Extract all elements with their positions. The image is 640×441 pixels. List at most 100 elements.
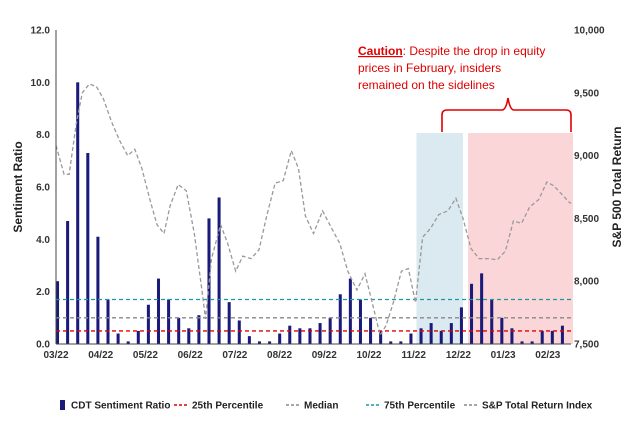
legend-label: S&P Total Return Index xyxy=(482,401,593,412)
sentiment-bar xyxy=(389,341,393,344)
sentiment-bar xyxy=(308,328,312,344)
sentiment-bar xyxy=(429,323,433,344)
left-tick-label: 12.0 xyxy=(31,26,51,37)
sentiment-bar xyxy=(136,330,140,344)
sentiment-bar xyxy=(298,328,302,344)
left-tick-label: 0.0 xyxy=(36,340,50,351)
sentiment-bar xyxy=(379,330,383,344)
x-tick-label: 10/22 xyxy=(356,350,381,361)
legend-label: 75th Percentile xyxy=(384,401,456,412)
sentiment-bar xyxy=(338,294,342,344)
sentiment-bar xyxy=(510,328,514,344)
sentiment-bar xyxy=(480,273,484,344)
right-tick-label: 9,500 xyxy=(574,88,599,99)
left-tick-label: 8.0 xyxy=(36,130,50,141)
sentiment-bar xyxy=(116,333,120,344)
x-tick-label: 12/22 xyxy=(446,350,471,361)
sentiment-bar xyxy=(530,341,534,344)
sentiment-bar xyxy=(490,299,494,344)
x-axis-ticks: 03/22 04/22 05/22 06/22 07/22 08/22 09/22 10/22… xyxy=(43,350,560,361)
annotation-brace xyxy=(441,97,572,132)
sentiment-bar xyxy=(278,333,282,344)
sentiment-bar xyxy=(399,341,403,344)
x-tick-label: 01/23 xyxy=(491,350,516,361)
sentiment-bar xyxy=(217,197,221,344)
shaded-regions xyxy=(416,133,574,344)
sentiment-bar xyxy=(66,221,70,344)
x-tick-label: 03/22 xyxy=(43,350,68,361)
sentiment-bar xyxy=(156,278,161,344)
sentiment-bar xyxy=(237,320,241,344)
shaded-region-1 xyxy=(416,133,463,344)
legend-swatch-bar xyxy=(60,400,65,410)
sentiment-bar xyxy=(409,333,413,344)
sentiment-bar xyxy=(167,299,171,344)
sentiment-bar xyxy=(126,341,130,344)
sentiment-bar xyxy=(459,307,463,344)
shaded-region-2 xyxy=(468,133,574,344)
x-tick-label: 04/22 xyxy=(88,350,113,361)
sentiment-bar xyxy=(268,341,272,344)
annotation-caution: Caution xyxy=(358,44,403,58)
x-tick-label: 07/22 xyxy=(222,350,247,361)
legend-label: 25th Percentile xyxy=(192,401,264,412)
sentiment-bar xyxy=(550,330,554,344)
left-tick-label: 6.0 xyxy=(36,183,50,194)
sentiment-bar xyxy=(348,278,352,344)
sentiment-bar xyxy=(187,328,191,344)
left-axis-ticks: 0.0 2.0 4.0 6.0 8.0 10.0 12.0 xyxy=(31,26,51,351)
legend-label: Median xyxy=(304,401,338,412)
left-tick-label: 2.0 xyxy=(36,287,50,298)
x-tick-label: 08/22 xyxy=(267,350,292,361)
sentiment-bar xyxy=(439,330,443,344)
reference-lines xyxy=(56,298,571,332)
sp500-line-group xyxy=(55,83,572,337)
right-tick-label: 9,000 xyxy=(574,151,599,162)
left-tick-label: 10.0 xyxy=(31,78,51,89)
annotation-line-1-text: : Despite the drop in equity xyxy=(403,44,546,58)
right-tick-label: 7,500 xyxy=(574,340,599,351)
legend: CDT Sentiment Ratio 25th Percentile Median… xyxy=(60,400,593,412)
sentiment-bar xyxy=(540,330,544,344)
sentiment-bar xyxy=(369,317,373,344)
x-tick-label: 06/22 xyxy=(178,350,203,361)
x-tick-label: 05/22 xyxy=(133,350,158,361)
annotation-line-3: remained on the sidelines xyxy=(358,78,495,92)
sentiment-bar xyxy=(318,323,322,344)
left-axis-title: Sentiment Ratio xyxy=(11,141,25,232)
x-tick-label: 02/23 xyxy=(535,350,560,361)
annotation-line-2: prices in February, insiders xyxy=(358,61,501,75)
sentiment-bar xyxy=(56,281,60,344)
sp500-line xyxy=(55,83,572,337)
x-tick-label: 09/22 xyxy=(312,350,337,361)
sentiment-bar xyxy=(247,336,251,344)
right-axis-title: S&P 500 Total Return xyxy=(610,127,624,248)
left-tick-label: 4.0 xyxy=(36,235,50,246)
sentiment-bar xyxy=(520,341,524,344)
right-tick-label: 10,000 xyxy=(574,26,605,37)
sentiment-bar xyxy=(106,299,110,344)
sentiment-bar xyxy=(470,283,474,344)
sentiment-bar xyxy=(449,323,453,344)
legend-label: CDT Sentiment Ratio xyxy=(71,401,170,412)
sentiment-bar xyxy=(257,341,261,344)
caution-annotation: Caution: Despite the drop in equity pric… xyxy=(358,44,572,132)
sentiment-bar xyxy=(76,82,80,344)
x-tick-label: 11/22 xyxy=(401,350,426,361)
sentiment-bar xyxy=(500,317,504,344)
sentiment-bar xyxy=(358,299,362,344)
sentiment-bar xyxy=(419,328,423,344)
sentiment-bar xyxy=(146,304,150,344)
annotation-line-1: Caution: Despite the drop in equity xyxy=(358,44,545,58)
sentiment-bar xyxy=(560,325,564,344)
sentiment-bar xyxy=(96,236,100,344)
right-tick-label: 8,000 xyxy=(574,277,599,288)
sentiment-bar xyxy=(288,325,292,344)
right-tick-label: 8,500 xyxy=(574,214,599,225)
axes xyxy=(55,30,571,345)
sentiment-bar xyxy=(197,315,201,344)
sentiment-bar xyxy=(227,302,231,344)
sentiment-bar xyxy=(86,152,90,344)
right-axis-ticks: 7,500 8,000 8,500 9,000 9,500 10,000 xyxy=(574,26,605,351)
